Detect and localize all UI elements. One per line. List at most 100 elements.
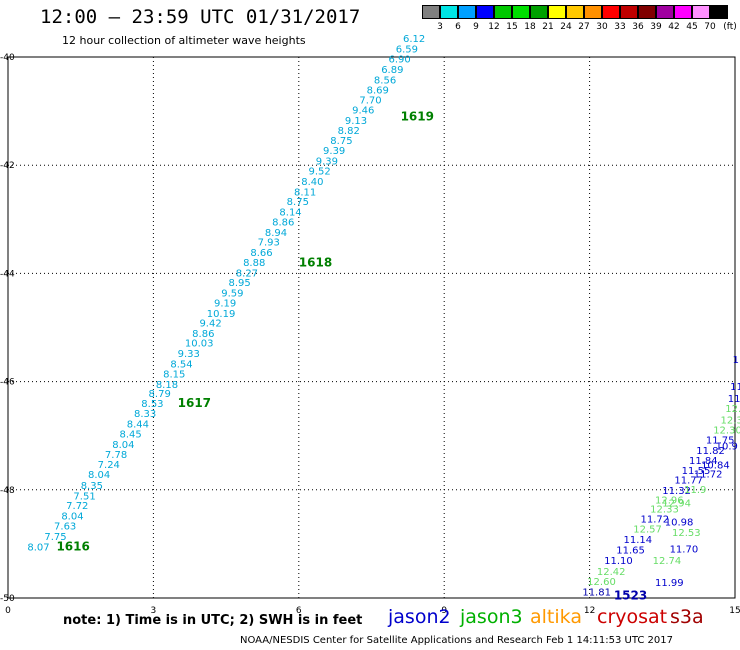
color-scale-label: 39 [650,22,662,32]
wave-height-value: 8.11 [294,187,316,198]
wave-height-value: 8.45 [119,430,141,441]
wave-height-value: 8.18 [156,380,178,391]
color-swatch [476,5,494,19]
wave-height-value: 12.74 [653,556,682,567]
wave-height-value: 12.42 [597,567,626,578]
wave-height-value: 8.75 [330,136,352,147]
color-scale-label: 42 [668,22,680,32]
color-swatch [674,5,692,19]
color-scale-label: 9 [473,22,479,32]
color-swatch [692,5,710,19]
time-label: 1618 [299,256,332,270]
color-swatch [602,5,620,19]
wave-height-value: 11.81 [582,588,611,599]
wave-height-value: 6.90 [388,55,410,66]
wave-height-value: 7.78 [105,450,127,461]
wave-height-value: 11.82 [696,446,725,457]
wave-height-value: 7.75 [44,532,66,543]
y-tick-label: -50 [0,594,15,604]
wave-height-value: 8.79 [149,389,171,400]
wave-height-value: 8.40 [301,177,323,188]
color-swatch [440,5,458,19]
wave-height-value: 8.53 [141,399,163,410]
wave-height-value: 12.53 [672,528,701,539]
wave-height-value: 11.65 [616,545,645,556]
color-scale-label: 36 [632,22,644,32]
time-label: 1523 [614,588,647,602]
color-swatch [638,5,656,19]
time-label: 1619 [401,110,434,124]
wave-height-value: 12.96 [655,496,684,507]
color-swatch [566,5,584,19]
wave-height-value: 8.86 [272,218,294,229]
wave-height-value: 9.19 [214,299,236,310]
footer-credit: NOAA/NESDIS Center for Satellite Applica… [240,635,673,646]
legend-s3a: s3a [670,606,704,628]
color-swatch [458,5,476,19]
wave-height-value: 11.7 [728,394,740,405]
wave-height-value: 9.42 [199,319,221,330]
x-tick-label: 3 [151,606,157,616]
wave-height-value: 6.89 [381,65,403,76]
wave-height-value: 11.72 [640,515,669,526]
color-swatch [710,5,728,19]
wave-height-value: 11.55 [682,466,711,477]
color-scale-label: 18 [524,22,536,32]
color-swatch [530,5,548,19]
plot-frame [7,56,736,599]
wave-height-value: 8.95 [229,278,251,289]
wave-height-value: 1 [733,355,739,366]
chart-subtitle: 12 hour collection of altimeter wave hei… [62,34,306,47]
color-swatch [494,5,512,19]
color-scale-bar [422,5,728,21]
wave-height-value: 11.32 [662,486,691,497]
wave-height-value: 7.51 [73,491,95,502]
wave-height-value: 12.30 [725,404,740,415]
wave-height-value: 9.13 [345,116,367,127]
wave-height-value: 7.93 [258,238,280,249]
color-scale-label: 21 [542,22,554,32]
wave-height-value: 11.75 [706,436,735,447]
x-tick-label: 9 [441,606,447,616]
wave-height-value: 11.10 [604,556,633,567]
y-tick-label: -48 [0,486,15,496]
wave-height-value: 8.86 [192,329,214,340]
wave-height-value: 8.56 [374,75,396,86]
legend-jason2: jason2 [388,606,451,628]
wave-height-value: 8.27 [236,268,258,279]
note-text: note: 1) Time is in UTC; 2) SWH is in fe… [63,613,363,628]
wave-height-value: 9.39 [316,156,338,167]
wave-height-value: 11. [730,382,740,393]
wave-height-value: 8.15 [163,370,185,381]
wave-height-value: 8.14 [279,207,301,218]
x-tick-label: 12 [584,606,595,616]
wave-height-value: 10.9 [716,442,738,453]
wave-height-value: 10.84 [701,460,730,471]
wave-height-value: 11.70 [670,544,699,555]
x-tick-label: 0 [5,606,11,616]
wave-height-value: 7.70 [359,95,381,106]
color-scale-labels: 3 6 9 12 15 18 21 24 27 30 33 36 39 42 45 70 (ft) [422,22,740,32]
wave-height-value: 7.63 [54,522,76,533]
color-scale-label: 3 [437,22,443,32]
wave-height-value: 7.72 [66,501,88,512]
color-scale-label: 27 [578,22,590,32]
wave-height-value: 8.04 [112,440,134,451]
wave-height-value: 7.24 [98,460,120,471]
y-tick-label: -40 [0,53,15,63]
wave-height-value: 10.98 [665,517,694,528]
y-tick-label: -46 [0,378,15,388]
wave-height-value: 8.69 [367,86,389,97]
x-tick-label: 15 [729,606,740,616]
color-scale-label: 33 [614,22,626,32]
wave-height-value: 11.9 [684,485,706,496]
time-label: 1617 [178,396,211,410]
wave-height-value: 12.35 [720,416,740,427]
wave-height-value: 9.52 [308,167,330,178]
chart-title: 12:00 – 23:59 UTC 01/31/2017 [40,6,361,28]
wave-height-value: 8.66 [250,248,272,259]
color-scale-label: 24 [560,22,572,32]
color-scale-label: 15 [506,22,518,32]
color-swatch [584,5,602,19]
